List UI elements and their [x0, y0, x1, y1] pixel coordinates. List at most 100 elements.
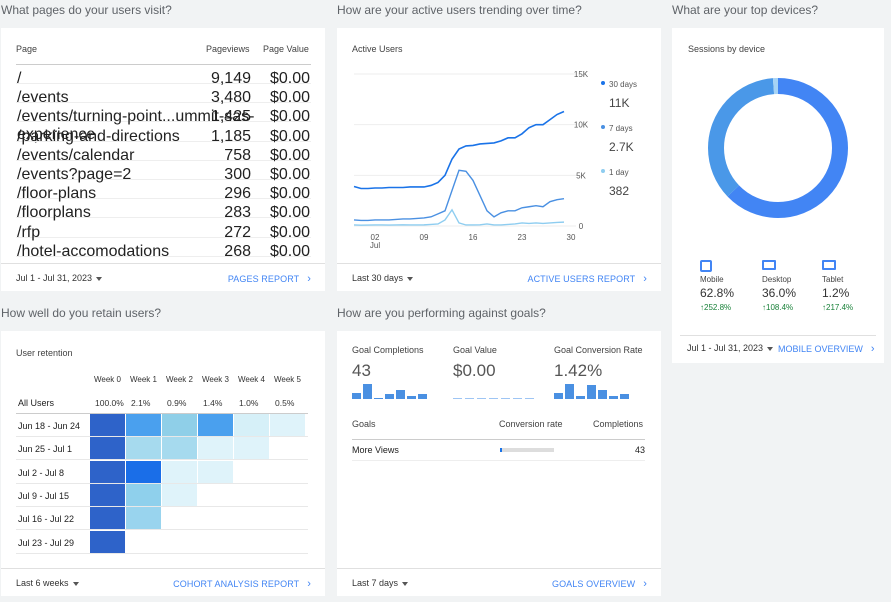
question-pages: What pages do your users visit? — [1, 3, 172, 17]
legend-item: 7 days 2.7K — [601, 118, 634, 154]
retention-cell[interactable] — [198, 460, 233, 483]
active-users-report-link[interactable]: ACTIVE USERS REPORT › — [527, 273, 647, 285]
devices-date-range[interactable]: Jul 1 - Jul 31, 2023 — [687, 343, 774, 353]
retention-cell[interactable] — [234, 437, 269, 460]
cohort-report-link[interactable]: COHORT ANALYSIS REPORT › — [173, 578, 311, 590]
page-path[interactable]: /events/calendar — [17, 146, 135, 164]
retention-cell[interactable] — [90, 414, 125, 436]
page-value: $0.00 — [269, 204, 310, 222]
pages-header-value: Page Value — [263, 44, 309, 54]
device-change: ↑108.4% — [762, 303, 794, 312]
page-value: $0.00 — [269, 70, 310, 87]
x-tick-label: 09 — [420, 233, 429, 242]
goal-name[interactable]: More Views — [352, 445, 399, 455]
page-row[interactable]: / 9,149 $0.00 — [16, 65, 311, 87]
device-share: 36.0% — [762, 286, 797, 300]
donut-slice-tablet[interactable] — [708, 78, 848, 218]
page-path[interactable]: /rfp — [17, 223, 41, 241]
page-row[interactable]: /hotel-accomodations 268 $0.00 — [16, 238, 311, 260]
retention-cell[interactable] — [162, 460, 197, 483]
page-row[interactable]: /floorplans 283 $0.00 — [16, 199, 311, 221]
goal-completions-value: 43 — [352, 361, 371, 380]
retention-cell[interactable] — [90, 437, 125, 460]
page-path[interactable]: /events/turning-point...ummit-sas-experi… — [17, 108, 255, 144]
goals-overview-link[interactable]: GOALS OVERVIEW › — [551, 578, 647, 590]
legend-dot — [601, 124, 605, 129]
page-path[interactable]: /events?page=2 — [17, 166, 132, 183]
cohort-row: Jul 2 - Jul 8 — [16, 460, 308, 484]
devices-title: Sessions by device — [688, 44, 766, 54]
page-row[interactable]: /floor-plans 296 $0.00 — [16, 180, 311, 202]
device-share: 62.8% — [700, 286, 735, 300]
page-row[interactable]: /events 3,480 $0.00 — [16, 84, 311, 106]
retention-cell[interactable] — [126, 460, 161, 483]
page-row[interactable]: /events/calendar 758 $0.00 — [16, 142, 311, 164]
page-path[interactable]: /events — [17, 89, 69, 107]
page-path[interactable]: / — [17, 70, 22, 87]
retention-cell[interactable] — [198, 437, 233, 460]
retention-date-range[interactable]: Last 6 weeks — [16, 578, 79, 588]
cohort-row: Jun 25 - Jul 1 — [16, 437, 308, 461]
week-header: Week 1 — [130, 375, 157, 384]
retention-cell[interactable] — [126, 414, 161, 436]
cohort-label: Jun 25 - Jul 1 — [18, 444, 73, 455]
retention-cell[interactable] — [162, 483, 197, 506]
retention-title: User retention — [16, 348, 73, 358]
retention-cell[interactable] — [90, 530, 125, 553]
all-users-value: 1.4% — [203, 398, 223, 408]
page-path[interactable]: /floor-plans — [17, 185, 97, 203]
retention-cell[interactable] — [90, 483, 125, 506]
series-line-30-days[interactable] — [353, 110, 565, 190]
page-row[interactable]: /events?page=2 300 $0.00 — [16, 161, 311, 183]
legend-item: 1 day 382 — [601, 162, 629, 198]
page-views: 296 — [224, 185, 251, 203]
active-users-footer: Last 30 days ACTIVE USERS REPORT › — [337, 263, 661, 291]
series-line-7-days[interactable] — [353, 169, 565, 222]
retention-cell[interactable] — [198, 414, 233, 436]
page-path[interactable]: /floorplans — [17, 204, 91, 222]
retention-cell[interactable] — [234, 414, 269, 436]
cohort-row: Jun 18 - Jun 24 — [16, 414, 308, 437]
pages-report-link[interactable]: PAGES REPORT › — [227, 273, 311, 285]
device-change: ↑252.8% — [700, 303, 732, 312]
page-row[interactable]: /events/turning-point...ummit-sas-experi… — [16, 103, 311, 143]
page-row[interactable]: /rfp 272 $0.00 — [16, 219, 311, 241]
goal-rate-bar — [500, 448, 554, 452]
page-row[interactable]: /parking-and-directions 1,185 $0.00 — [16, 123, 311, 145]
page-value: $0.00 — [269, 166, 310, 183]
week-header: Week 3 — [202, 375, 229, 384]
page-path[interactable]: /parking-and-directions — [17, 127, 180, 145]
goal-completions-metric[interactable]: Goal Completions 43 — [352, 345, 427, 399]
retention-cell[interactable] — [126, 507, 161, 530]
retention-cell[interactable] — [126, 437, 161, 460]
goal-conversion-sparkline — [554, 382, 643, 399]
pages-date-range[interactable]: Jul 1 - Jul 31, 2023 — [16, 273, 103, 283]
device-tablet[interactable]: Tablet 1.2% ↑217.4% — [822, 260, 853, 312]
device-desktop[interactable]: Desktop 36.0% ↑108.4% — [762, 260, 796, 312]
active-users-date-range[interactable]: Last 30 days — [352, 273, 414, 283]
goals-date-range[interactable]: Last 7 days — [352, 578, 409, 588]
mobile-overview-link[interactable]: MOBILE OVERVIEW › — [778, 343, 875, 355]
retention-cell[interactable] — [162, 414, 197, 436]
device-mobile[interactable]: Mobile 62.8% ↑252.8% — [700, 260, 734, 312]
retention-cell[interactable] — [270, 414, 305, 436]
active-users-title: Active Users — [352, 44, 403, 54]
pages-card: Page Pageviews Page Value / 9,149 $0.00/ev… — [1, 28, 325, 291]
y-tick-label: 15K — [574, 70, 589, 79]
series-line-1-day[interactable] — [353, 208, 565, 226]
retention-cell[interactable] — [126, 483, 161, 506]
cohort-row: Jul 23 - Jul 29 — [16, 530, 308, 554]
mobile-icon — [700, 260, 712, 272]
active-users-card: Active Users 15K 10K 5K 0 02 09 16 23 30 Jul 30 d… — [337, 28, 661, 291]
retention-cell[interactable] — [162, 437, 197, 460]
goal-value-metric[interactable]: Goal Value $0.00 — [453, 345, 534, 399]
retention-cell[interactable] — [90, 460, 125, 483]
donut-slice-desktop[interactable] — [708, 78, 848, 218]
all-users-value: 100.0% — [95, 398, 124, 408]
goals-footer: Last 7 days GOALS OVERVIEW › — [337, 568, 661, 596]
x-tick-label: 02 — [371, 233, 380, 242]
page-path[interactable]: /hotel-accomodations — [17, 242, 170, 260]
goal-value-value: $0.00 — [453, 361, 496, 380]
retention-cell[interactable] — [90, 507, 125, 530]
goal-conversion-metric[interactable]: Goal Conversion Rate 1.42% — [554, 345, 643, 399]
